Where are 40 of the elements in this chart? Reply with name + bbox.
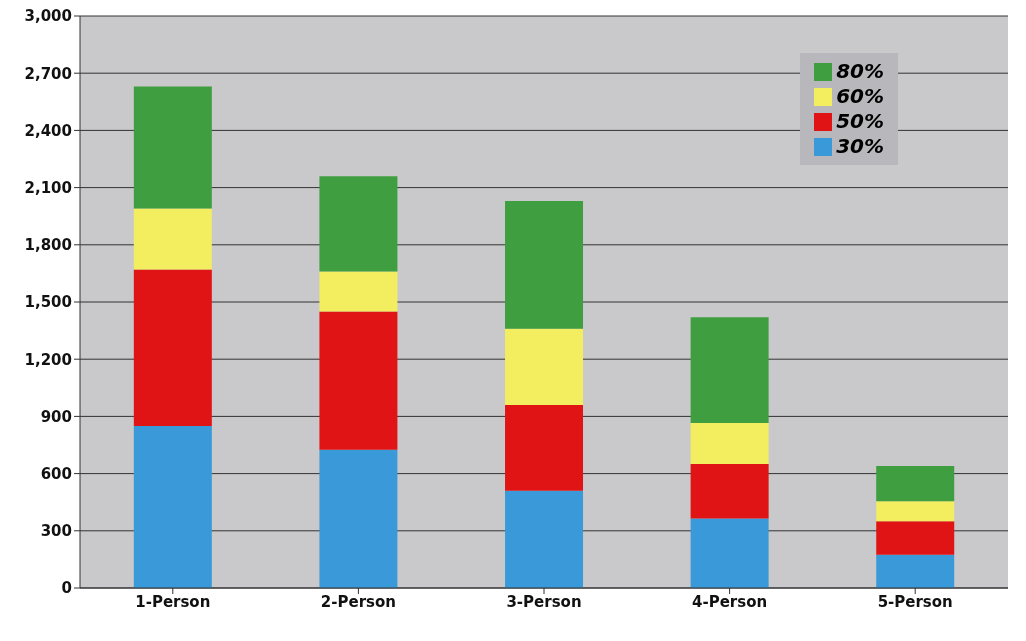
bar: [505, 404, 584, 491]
bar: [690, 518, 769, 588]
legend-label: 80%: [836, 59, 884, 84]
y-tick-label: 600: [40, 464, 72, 483]
bar: [133, 208, 212, 270]
bar: [505, 328, 584, 405]
bar: [876, 465, 955, 502]
y-tick-label: 900: [40, 407, 72, 426]
y-tick-label: 3,000: [24, 7, 72, 26]
x-tick-label: 3-Person: [506, 592, 582, 611]
x-tick-label: 2-Person: [320, 592, 396, 611]
bar: [319, 271, 398, 312]
y-tick-label: 2,100: [24, 178, 72, 197]
bar: [876, 501, 955, 522]
y-tick-label: 1,800: [24, 236, 72, 255]
y-tick-label: 0: [61, 579, 72, 598]
bar: [133, 425, 212, 588]
bar: [876, 554, 955, 588]
bar: [690, 464, 769, 519]
y-tick-label: 2,400: [24, 121, 72, 140]
bar: [690, 317, 769, 424]
x-tick-label: 1-Person: [135, 592, 211, 611]
y-tick-label: 1,200: [24, 350, 72, 369]
bar: [319, 176, 398, 272]
bar: [505, 490, 584, 588]
x-tick-label: 5-Person: [877, 592, 953, 611]
y-tick-label: 2,700: [24, 64, 72, 83]
bar: [319, 449, 398, 588]
bar: [505, 200, 584, 329]
bar: [133, 269, 212, 426]
bar: [133, 86, 212, 209]
bar: [690, 423, 769, 465]
y-tick-label: 300: [40, 522, 72, 541]
bar: [876, 521, 955, 555]
legend-label: 60%: [836, 84, 884, 109]
x-tick-label: 4-Person: [692, 592, 768, 611]
y-tick-label: 1,500: [24, 293, 72, 312]
legend-label: 50%: [836, 109, 884, 134]
legend-label: 30%: [836, 134, 884, 159]
bar: [319, 311, 398, 450]
